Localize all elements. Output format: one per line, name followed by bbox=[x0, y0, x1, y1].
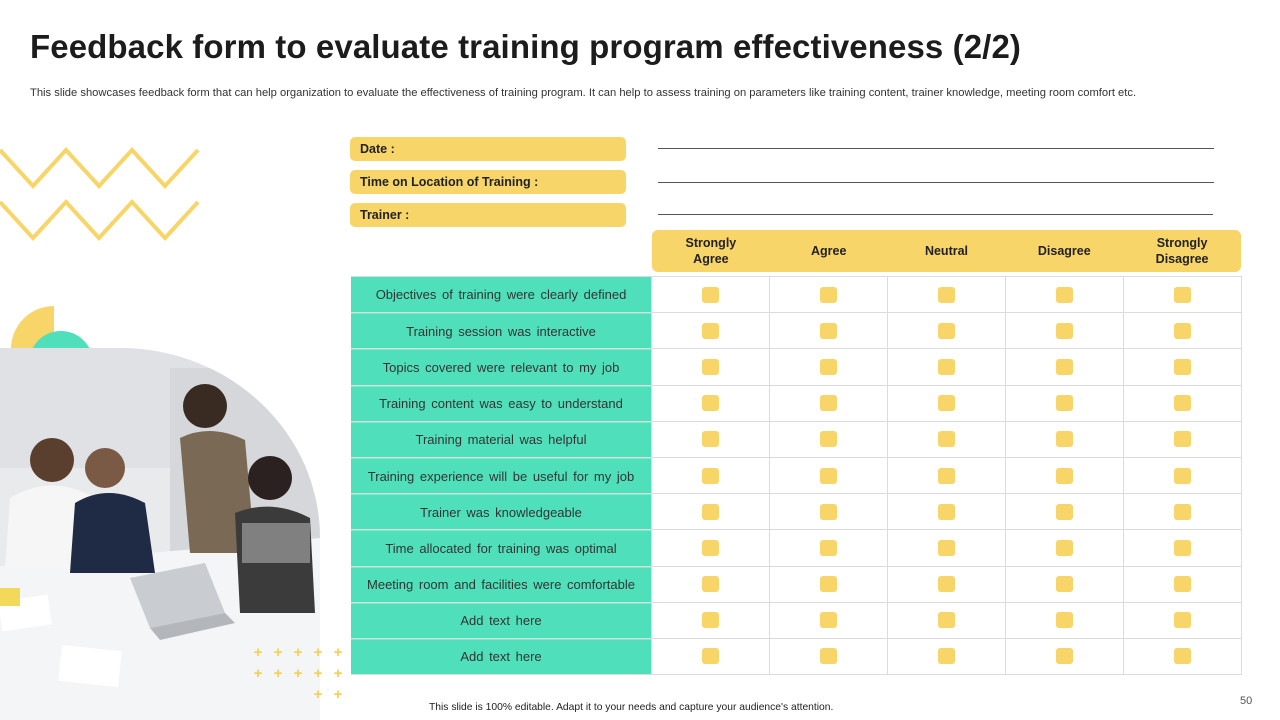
checkbox-strongly-agree[interactable] bbox=[702, 576, 719, 593]
checkbox-neutral[interactable] bbox=[938, 322, 955, 339]
checkbox-neutral[interactable] bbox=[938, 503, 955, 520]
checkbox-disagree[interactable] bbox=[1056, 612, 1073, 629]
checkbox-strongly-agree[interactable] bbox=[702, 358, 719, 375]
checkbox-neutral[interactable] bbox=[938, 539, 955, 556]
checkbox-disagree[interactable] bbox=[1056, 286, 1073, 303]
header-agree: Agree bbox=[810, 244, 847, 258]
question-label: Add text here bbox=[351, 602, 651, 638]
checkbox-strongly-agree[interactable] bbox=[702, 612, 719, 629]
checkbox-neutral[interactable] bbox=[938, 467, 955, 484]
team-meeting-photo bbox=[0, 348, 320, 720]
table-row: Add text here bbox=[351, 638, 1242, 676]
header-strongly-disagree: Strongly Disagree bbox=[1155, 236, 1209, 266]
checkbox-agree[interactable] bbox=[820, 648, 837, 665]
question-label: Trainer was knowledgeable bbox=[351, 494, 651, 530]
checkbox-disagree[interactable] bbox=[1056, 431, 1073, 448]
zigzag-decoration bbox=[0, 147, 200, 241]
header-strongly-agree: Strongly Agree bbox=[685, 236, 737, 266]
table-row: Add text here bbox=[351, 602, 1242, 639]
checkbox-agree[interactable] bbox=[820, 467, 837, 484]
checkbox-neutral[interactable] bbox=[938, 286, 955, 303]
checkbox-strongly-disagree[interactable] bbox=[1174, 648, 1191, 665]
rating-header: Strongly Agree Agree Neutral Disagree St… bbox=[652, 230, 1241, 272]
checkbox-neutral[interactable] bbox=[938, 431, 955, 448]
table-row: Meeting room and facilities were comfort… bbox=[351, 566, 1242, 603]
checkbox-strongly-disagree[interactable] bbox=[1174, 431, 1191, 448]
checkbox-agree[interactable] bbox=[820, 322, 837, 339]
question-label: Training experience will be useful for m… bbox=[351, 457, 651, 494]
checkbox-agree[interactable] bbox=[820, 395, 837, 412]
checkbox-neutral[interactable] bbox=[938, 648, 955, 665]
checkbox-strongly-agree[interactable] bbox=[702, 503, 719, 520]
question-label: Topics covered were relevant to my job bbox=[351, 349, 651, 385]
slide-subtitle: This slide showcases feedback form that … bbox=[30, 87, 1137, 99]
checkbox-disagree[interactable] bbox=[1056, 395, 1073, 412]
question-label: Training material was helpful bbox=[351, 421, 651, 457]
checkbox-strongly-disagree[interactable] bbox=[1174, 358, 1191, 375]
question-label: Objectives of training were clearly defi… bbox=[351, 277, 651, 313]
feedback-table: Objectives of training were clearly defi… bbox=[351, 276, 1242, 676]
question-label: Meeting room and facilities were comfort… bbox=[351, 566, 651, 602]
table-row: Time allocated for training was optimal bbox=[351, 530, 1242, 567]
slide-title: Feedback form to evaluate training progr… bbox=[30, 28, 1021, 65]
checkbox-strongly-disagree[interactable] bbox=[1174, 539, 1191, 556]
date-label: Date : bbox=[350, 137, 626, 161]
table-row: Objectives of training were clearly defi… bbox=[351, 277, 1242, 314]
checkbox-disagree[interactable] bbox=[1056, 322, 1073, 339]
checkbox-strongly-disagree[interactable] bbox=[1174, 286, 1191, 303]
checkbox-neutral[interactable] bbox=[938, 576, 955, 593]
header-neutral: Neutral bbox=[924, 244, 969, 258]
checkbox-strongly-disagree[interactable] bbox=[1174, 612, 1191, 629]
checkbox-agree[interactable] bbox=[820, 286, 837, 303]
checkbox-strongly-agree[interactable] bbox=[702, 467, 719, 484]
table-row: Training session was interactive bbox=[351, 313, 1242, 350]
footer-note: This slide is 100% editable. Adapt it to… bbox=[429, 702, 834, 713]
checkbox-agree[interactable] bbox=[820, 431, 837, 448]
time-location-label: Time on Location of Training : bbox=[350, 170, 626, 194]
checkbox-neutral[interactable] bbox=[938, 395, 955, 412]
checkbox-strongly-agree[interactable] bbox=[702, 539, 719, 556]
checkbox-strongly-disagree[interactable] bbox=[1174, 503, 1191, 520]
checkbox-strongly-disagree[interactable] bbox=[1174, 467, 1191, 484]
checkbox-strongly-agree[interactable] bbox=[702, 322, 719, 339]
checkbox-strongly-agree[interactable] bbox=[702, 286, 719, 303]
question-label: Time allocated for training was optimal bbox=[351, 530, 651, 566]
date-input-line[interactable] bbox=[658, 148, 1214, 149]
checkbox-disagree[interactable] bbox=[1056, 467, 1073, 484]
table-row: Topics covered were relevant to my job bbox=[351, 349, 1242, 386]
checkbox-disagree[interactable] bbox=[1056, 576, 1073, 593]
checkbox-strongly-disagree[interactable] bbox=[1174, 322, 1191, 339]
checkbox-disagree[interactable] bbox=[1056, 503, 1073, 520]
checkbox-agree[interactable] bbox=[820, 612, 837, 629]
checkbox-disagree[interactable] bbox=[1056, 358, 1073, 375]
table-row: Training content was easy to understand bbox=[351, 385, 1242, 422]
checkbox-neutral[interactable] bbox=[938, 358, 955, 375]
trainer-input-line[interactable] bbox=[658, 214, 1213, 215]
checkbox-agree[interactable] bbox=[820, 539, 837, 556]
checkbox-agree[interactable] bbox=[820, 503, 837, 520]
checkbox-disagree[interactable] bbox=[1056, 648, 1073, 665]
plus-pattern-decoration: + + + + + + + + + + + + bbox=[253, 644, 343, 703]
page-number: 50 bbox=[1240, 695, 1253, 707]
checkbox-agree[interactable] bbox=[820, 358, 837, 375]
table-row: Training material was helpful bbox=[351, 421, 1242, 458]
checkbox-strongly-agree[interactable] bbox=[702, 431, 719, 448]
table-row: Trainer was knowledgeable bbox=[351, 494, 1242, 531]
time-location-input-line[interactable] bbox=[658, 182, 1214, 183]
question-label: Training session was interactive bbox=[351, 313, 651, 349]
checkbox-neutral[interactable] bbox=[938, 612, 955, 629]
table-row: Training experience will be useful for m… bbox=[351, 457, 1242, 495]
checkbox-strongly-agree[interactable] bbox=[702, 648, 719, 665]
trainer-label: Trainer : bbox=[350, 203, 626, 227]
checkbox-agree[interactable] bbox=[820, 576, 837, 593]
checkbox-strongly-disagree[interactable] bbox=[1174, 395, 1191, 412]
checkbox-strongly-disagree[interactable] bbox=[1174, 576, 1191, 593]
question-label: Training content was easy to understand bbox=[351, 385, 651, 421]
checkbox-disagree[interactable] bbox=[1056, 539, 1073, 556]
question-label: Add text here bbox=[351, 638, 651, 675]
header-disagree: Disagree bbox=[1037, 244, 1091, 258]
checkbox-strongly-agree[interactable] bbox=[702, 395, 719, 412]
